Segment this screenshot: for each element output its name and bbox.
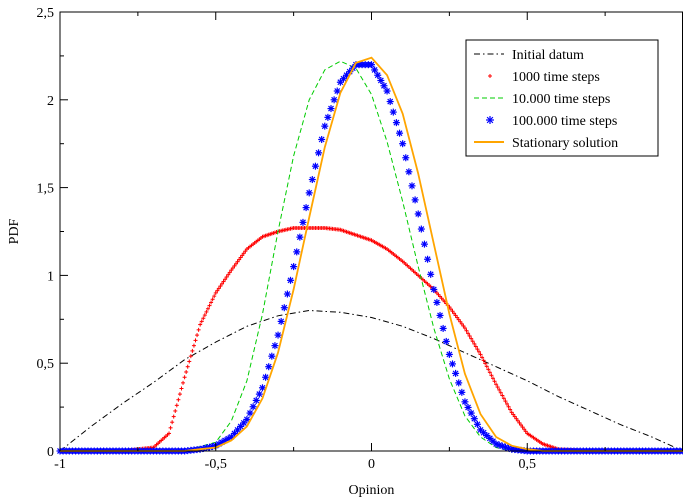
y-tick-label: 0,5: [37, 357, 55, 372]
y-tick-label: 1,5: [37, 182, 55, 197]
legend-label: 1000 time steps: [512, 70, 600, 85]
y-tick-label: 2,5: [37, 6, 55, 21]
legend-entry: Initial datum: [474, 48, 584, 63]
y-tick-label: 1: [47, 269, 54, 284]
x-tick-label: -1: [54, 457, 66, 472]
legend-entry: 1000 time steps: [488, 70, 600, 85]
legend-entry: 10.000 time steps: [474, 92, 610, 107]
series-line-10000-steps: [60, 60, 683, 452]
series-markers-1000-steps: [58, 225, 683, 453]
axes: -1 -0,5 0 0,5 0 0,5 1 1,5 2 2,5: [37, 6, 606, 472]
legend-label: 100.000 time steps: [512, 114, 617, 129]
legend-label: Initial datum: [512, 48, 584, 63]
x-tick-label: 0: [368, 457, 375, 472]
series-line-stationary: [60, 56, 683, 452]
y-tick-label: 2: [47, 94, 54, 109]
legend-entry: Stationary solution: [474, 136, 618, 151]
x-axis-title: Opinion: [349, 483, 395, 498]
y-tick-label: 0: [47, 445, 54, 460]
legend-label: 10.000 time steps: [512, 92, 610, 107]
x-tick-label: -0,5: [205, 457, 227, 472]
x-tick-label: 0,5: [519, 457, 537, 472]
series-line-initial-datum: [59, 309, 683, 452]
y-axis-title: PDF: [7, 218, 22, 244]
legend-label: Stationary solution: [512, 136, 618, 151]
legend-entry: 100.000 time steps: [486, 114, 617, 129]
legend: Initial datum 1000 time steps 10.000 time …: [465, 39, 659, 157]
